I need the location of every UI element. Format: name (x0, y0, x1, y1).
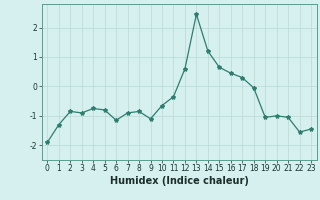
X-axis label: Humidex (Indice chaleur): Humidex (Indice chaleur) (110, 176, 249, 186)
